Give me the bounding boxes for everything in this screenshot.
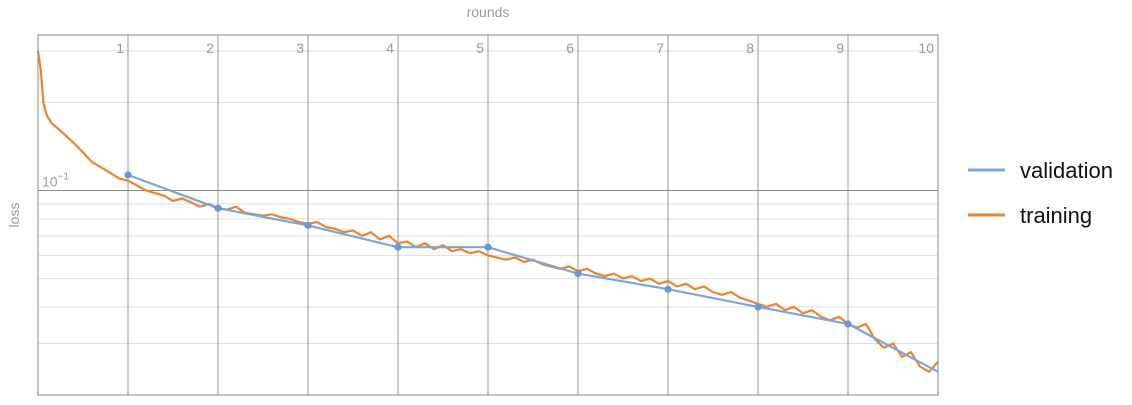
validation-point-6 (574, 269, 582, 278)
x-tick-label-3: 3 (296, 40, 304, 56)
validation-point-3 (304, 221, 312, 229)
x-tick-label-7: 7 (656, 40, 664, 56)
legend: validation training (968, 158, 1113, 228)
validation-point-9 (844, 320, 852, 328)
x-tick-label-1: 1 (116, 40, 124, 56)
validation-points (124, 171, 852, 328)
series-line-training (36, 50, 939, 373)
legend-label-validation: validation (1020, 158, 1113, 183)
major-grid (38, 35, 938, 395)
x-axis-title: rounds (467, 4, 510, 20)
x-tick-labels: 1 2 3 4 5 6 7 8 9 10 (116, 40, 934, 56)
x-tick-label-2: 2 (206, 40, 214, 56)
y-axis-title: loss (6, 203, 22, 228)
validation-point-4 (394, 243, 402, 251)
x-tick-label-9: 9 (836, 40, 844, 56)
validation-point-5 (484, 243, 492, 251)
y-tick-base: 10 (42, 173, 58, 189)
validation-point-2 (214, 204, 222, 212)
x-tick-label-8: 8 (746, 40, 754, 56)
validation-point-1 (124, 171, 132, 179)
validation-point-8 (754, 303, 762, 311)
x-tick-label-5: 5 (476, 40, 484, 56)
x-tick-label-6: 6 (566, 40, 574, 56)
legend-label-training: training (1020, 203, 1092, 228)
y-tick-label-0.1: 10−1 (42, 171, 69, 189)
y-tick-exponent: −1 (58, 171, 70, 182)
x-tick-label-4: 4 (386, 40, 394, 56)
series-line-validation (127, 173, 939, 373)
validation-point-7 (664, 285, 672, 293)
plot-border (37, 34, 939, 396)
x-tick-label-10: 10 (918, 40, 934, 56)
